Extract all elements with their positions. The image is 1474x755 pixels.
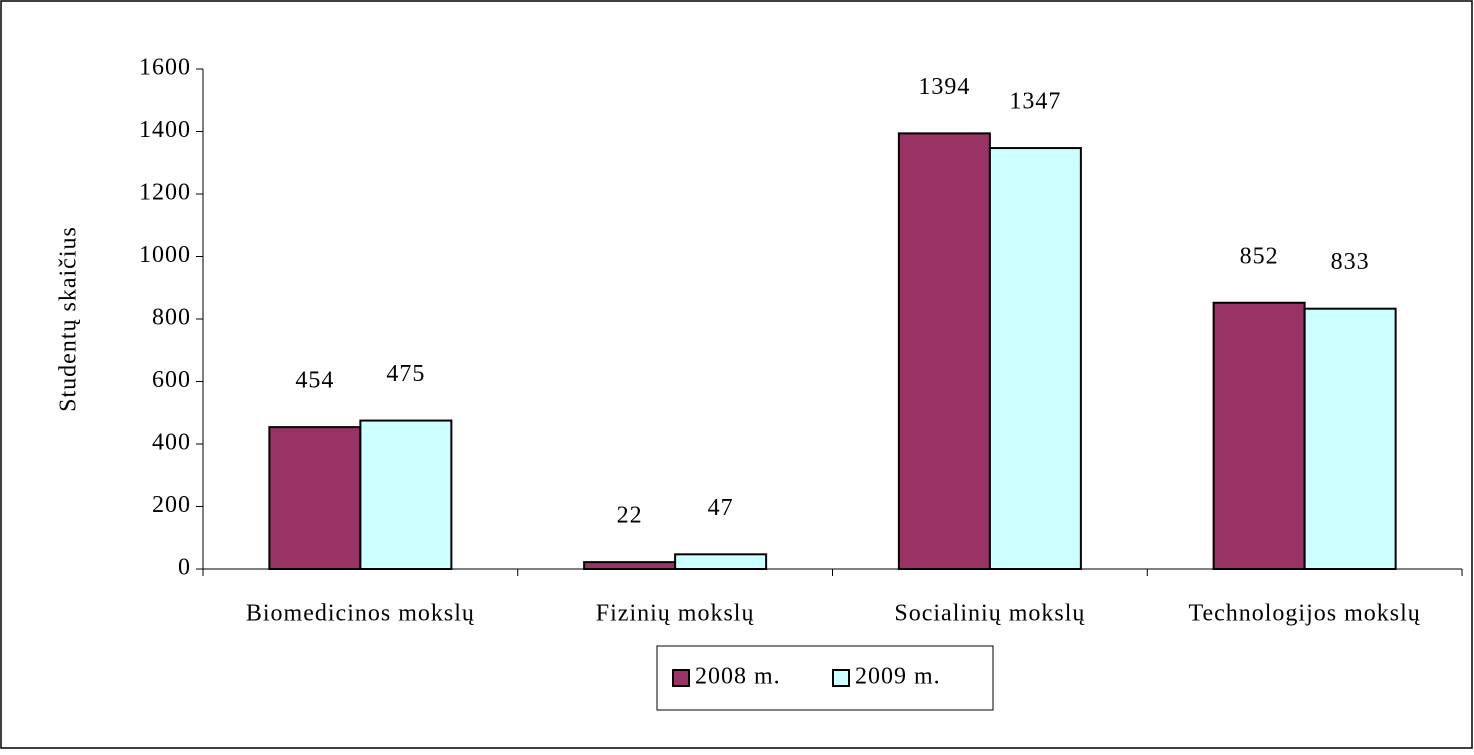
legend-swatch [832, 669, 850, 687]
bar [674, 553, 768, 570]
bar [1303, 307, 1397, 570]
value-label: 1347 [1009, 89, 1061, 115]
x-tick-label: Technologijos mokslų [1188, 601, 1420, 627]
x-tick-label: Socialinių mokslų [894, 601, 1085, 627]
value-label: 475 [386, 361, 425, 387]
y-tick-label: 0 [178, 555, 191, 581]
legend-box [656, 645, 994, 711]
value-label: 454 [295, 368, 334, 394]
y-tick-label: 1000 [139, 242, 191, 268]
bar [1212, 301, 1306, 570]
y-tick-label: 1400 [139, 117, 191, 143]
bar [268, 426, 362, 570]
x-tick-label: Fizinių mokslų [596, 601, 755, 627]
y-tick-label: 600 [152, 367, 191, 393]
value-label: 22 [617, 503, 643, 529]
bar [988, 147, 1082, 570]
bar [897, 132, 991, 570]
x-tick-label: Biomedicinos mokslų [246, 601, 475, 627]
value-label: 1394 [918, 74, 970, 100]
y-tick-label: 1200 [139, 180, 191, 206]
y-axis-label: Studentų skaičius [56, 226, 82, 412]
y-tick-label: 800 [152, 305, 191, 331]
value-label: 47 [708, 495, 734, 521]
legend-label: 2009 m. [855, 664, 941, 690]
bar [359, 419, 453, 570]
y-tick-label: 400 [152, 430, 191, 456]
bar [583, 561, 677, 570]
y-tick-label: 200 [152, 492, 191, 518]
value-label: 833 [1331, 249, 1370, 275]
legend-swatch [672, 669, 690, 687]
legend-label: 2008 m. [695, 664, 781, 690]
y-tick-label: 1600 [139, 55, 191, 81]
value-label: 852 [1240, 243, 1279, 269]
